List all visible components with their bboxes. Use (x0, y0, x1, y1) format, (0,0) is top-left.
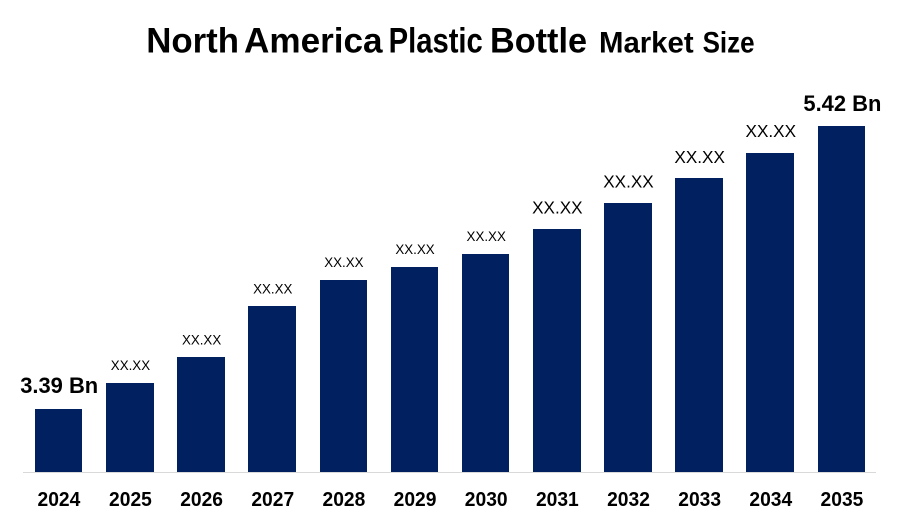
svg-text:5.42 Bn: 5.42 Bn (803, 91, 881, 116)
svg-text:XX.XX: XX.XX (111, 357, 151, 373)
svg-text:XX.XX: XX.XX (395, 241, 435, 257)
svg-text:Plastic: Plastic (389, 21, 483, 60)
svg-text:2028: 2028 (323, 489, 366, 511)
svg-text:XX.XX: XX.XX (603, 172, 654, 192)
svg-text:XX.XX: XX.XX (674, 147, 725, 167)
svg-text:2030: 2030 (465, 489, 508, 511)
svg-text:XX.XX: XX.XX (324, 254, 364, 270)
svg-text:2026: 2026 (180, 489, 223, 511)
svg-text:2024: 2024 (38, 489, 81, 511)
svg-text:XX.XX: XX.XX (467, 228, 507, 244)
svg-text:2033: 2033 (678, 489, 721, 511)
svg-text:2032: 2032 (607, 489, 650, 511)
svg-text:2034: 2034 (749, 489, 792, 511)
svg-text:Size: Size (703, 26, 755, 59)
svg-text:3.39 Bn: 3.39 Bn (20, 373, 98, 398)
svg-text:XX.XX: XX.XX (253, 280, 293, 296)
svg-text:2035: 2035 (821, 489, 864, 511)
svg-text:2027: 2027 (251, 489, 294, 511)
svg-text:North: North (146, 21, 239, 60)
svg-text:2025: 2025 (109, 489, 152, 511)
svg-text:XX.XX: XX.XX (182, 331, 222, 347)
svg-text:Market: Market (599, 26, 694, 59)
svg-text:2031: 2031 (536, 489, 579, 511)
svg-text:America: America (244, 21, 383, 60)
svg-text:XX.XX: XX.XX (746, 121, 797, 141)
svg-text:XX.XX: XX.XX (532, 198, 583, 218)
svg-text:Bottle: Bottle (490, 21, 587, 60)
svg-text:2029: 2029 (394, 489, 437, 511)
